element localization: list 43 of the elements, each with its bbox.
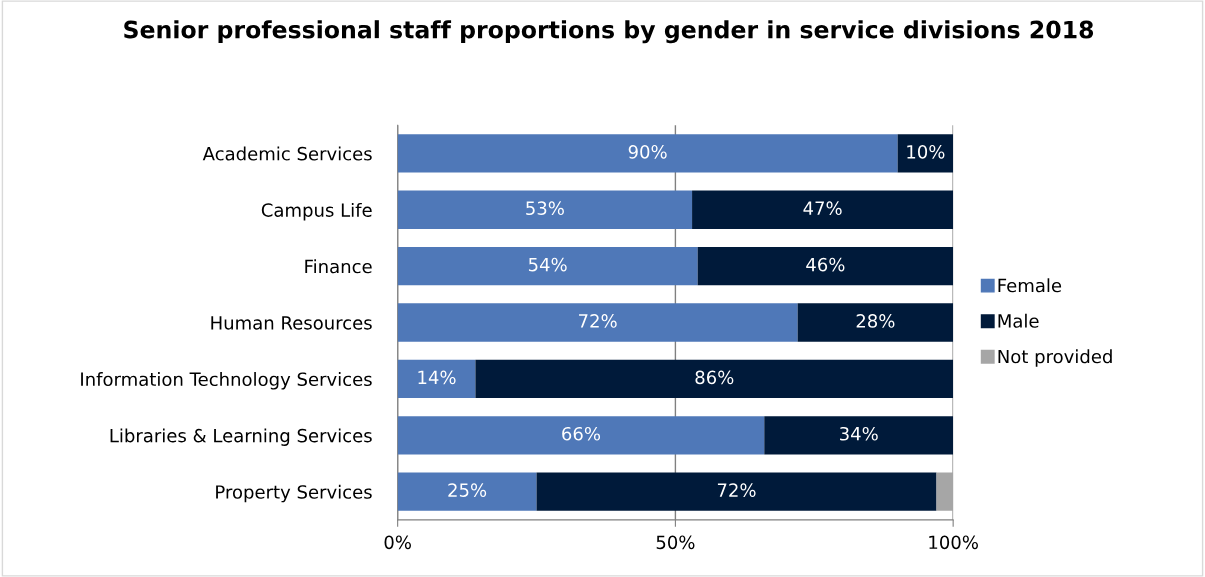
x-tick-label: 0% (384, 535, 411, 550)
bar (692, 190, 954, 229)
bar (475, 359, 954, 399)
data-label: 90% (628, 144, 667, 159)
data-label: 25% (448, 483, 487, 497)
data-label: 54% (528, 257, 567, 272)
legend-label: Male (998, 313, 1039, 328)
x-tick-label: 50% (656, 535, 695, 550)
data-label: 66% (562, 426, 601, 441)
bar (397, 303, 798, 342)
legend-label: Not provided (998, 349, 1112, 367)
data-label: 72% (579, 314, 617, 328)
x-tick-label: 100% (929, 535, 978, 550)
bar (797, 303, 954, 342)
data-label: 86% (695, 370, 734, 385)
bar (897, 134, 954, 173)
data-label: 46% (806, 257, 845, 272)
y-tick-label: Academic Services (202, 146, 372, 161)
data-label: 28% (856, 314, 895, 328)
y-tick-label: Libraries & Learning Services (110, 428, 372, 446)
data-label: 47% (803, 201, 842, 216)
bar (697, 246, 954, 286)
y-tick-label: Campus Life (261, 202, 372, 221)
bar (397, 416, 765, 455)
bar (536, 472, 937, 511)
y-tick-label: Finance (305, 259, 372, 274)
y-tick-label: Property Services (216, 484, 372, 503)
bar (397, 472, 537, 511)
y-tick-label: Human Resources (211, 316, 372, 330)
bar (397, 359, 476, 399)
legend-label: Female (998, 278, 1062, 293)
bar (936, 472, 954, 511)
bar (397, 134, 898, 173)
data-label: 53% (526, 201, 564, 216)
bar (764, 416, 954, 455)
data-label: 10% (907, 144, 945, 159)
bar (397, 246, 698, 286)
chart-title: Senior professional staff proportions by gender in service divisions 2018 (124, 20, 1094, 44)
y-tick-label: Information Technology Services (81, 372, 372, 390)
data-label: 72% (717, 483, 756, 497)
data-label: 34% (840, 426, 878, 441)
bar (397, 190, 693, 229)
data-label: 14% (418, 370, 456, 385)
